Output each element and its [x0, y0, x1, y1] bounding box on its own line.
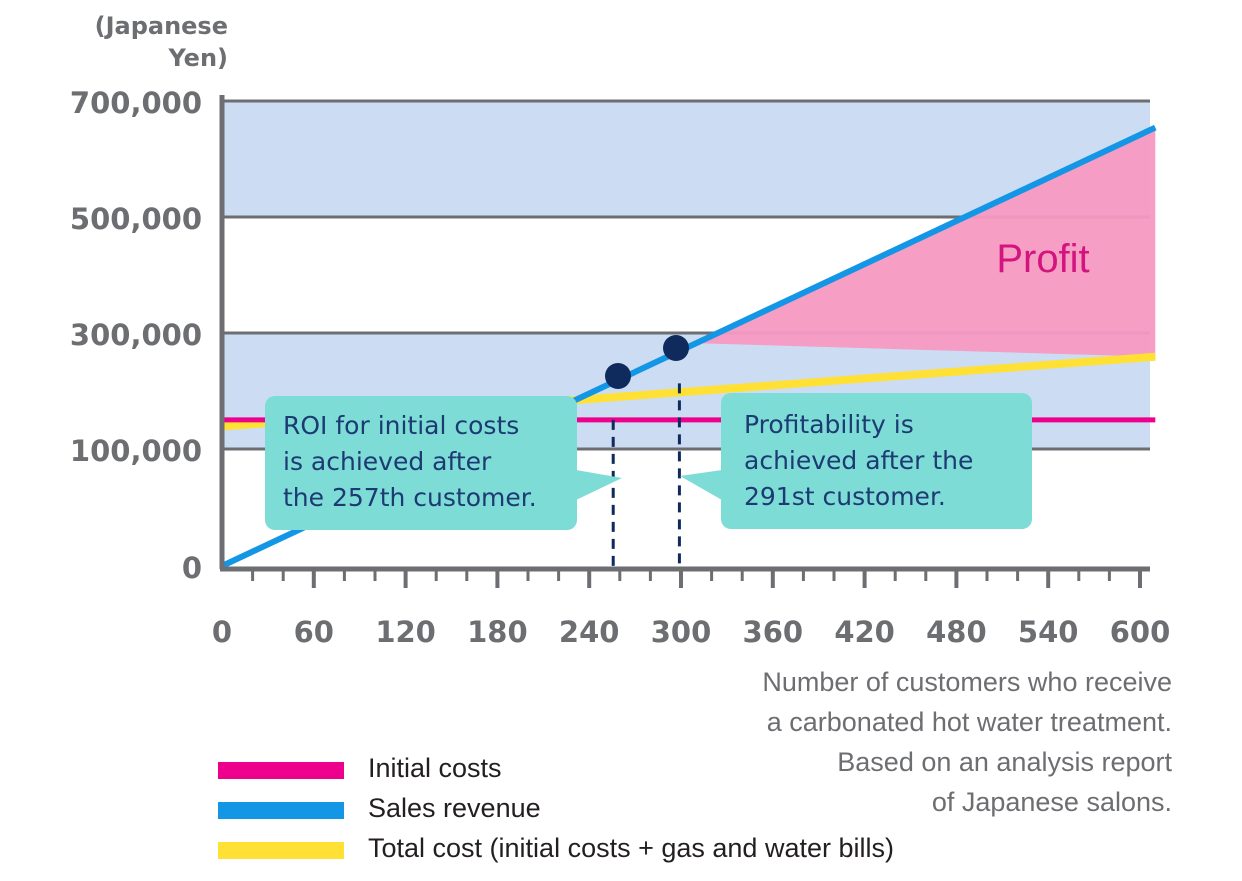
legend-swatch-total-cost: [218, 842, 344, 859]
roi-callout: ROI for initial costs is achieved after …: [265, 396, 577, 530]
legend-swatch-sales-revenue: [218, 802, 344, 819]
y-unit-line-1: (Japanese: [94, 12, 228, 40]
note-line-4: of Japanese salons.: [931, 787, 1172, 817]
profit-label: Profit: [996, 237, 1089, 281]
x-tick-label: 300: [651, 615, 712, 649]
note-line-1: Number of customers who receive: [762, 667, 1172, 697]
marker-guides: [611, 383, 681, 566]
profit-callout-pointer: [680, 470, 722, 500]
intersection-marker: [605, 363, 631, 389]
x-tick-label: 0: [212, 615, 232, 649]
x-tick-label: 420: [834, 615, 895, 649]
legend-label-initial-costs: Initial costs: [368, 753, 502, 783]
x-tick-label: 540: [1018, 615, 1079, 649]
y-tick-label: 700,000: [70, 86, 202, 120]
x-tick-label: 360: [743, 615, 804, 649]
profit-callout-line-1: Profitability is: [744, 410, 914, 439]
axes: [219, 95, 1150, 588]
legend-label-sales-revenue: Sales revenue: [368, 793, 541, 823]
roi-callout-pointer: [576, 470, 622, 500]
profit-callout-line-2: achieved after the: [744, 446, 974, 475]
x-tick-label: 600: [1110, 615, 1171, 649]
roi-callout-line-3: the 257th customer.: [283, 483, 537, 512]
x-tick-label: 180: [467, 615, 528, 649]
x-axis-note: Number of customers who receive a carbon…: [660, 662, 1172, 822]
band-top: [222, 101, 1150, 217]
y-tick-label: 300,000: [70, 318, 202, 352]
x-tick-label: 60: [294, 615, 334, 649]
y-tick-label: 0: [182, 551, 202, 585]
x-tick-label: 120: [375, 615, 436, 649]
profit-callout-line-3: 291st customer.: [744, 482, 946, 511]
x-tick-label: 240: [559, 615, 620, 649]
y-axis-unit-label: (Japanese Yen): [88, 10, 228, 74]
roi-callout-line-2: is achieved after: [283, 447, 492, 476]
y-tick-label: 500,000: [70, 202, 202, 236]
markers: [576, 335, 722, 500]
y-tick-label: 100,000: [70, 434, 202, 468]
profitability-callout: Profitability is achieved after the 291s…: [721, 393, 1032, 529]
note-line-2: a carbonated hot water treatment.: [766, 707, 1172, 737]
intersection-marker: [663, 335, 689, 361]
roi-callout-line-1: ROI for initial costs: [283, 411, 520, 440]
legend-label-total-cost: Total cost (initial costs + gas and wate…: [368, 833, 894, 863]
note-line-3: Based on an analysis report: [837, 747, 1172, 777]
legend-swatch-initial-costs: [218, 762, 344, 779]
x-tick-label: 480: [926, 615, 987, 649]
tick-labels: 700,000 500,000 300,000 100,000 00 60 120 180 24…: [70, 86, 1170, 649]
y-unit-line-2: Yen): [168, 44, 228, 72]
